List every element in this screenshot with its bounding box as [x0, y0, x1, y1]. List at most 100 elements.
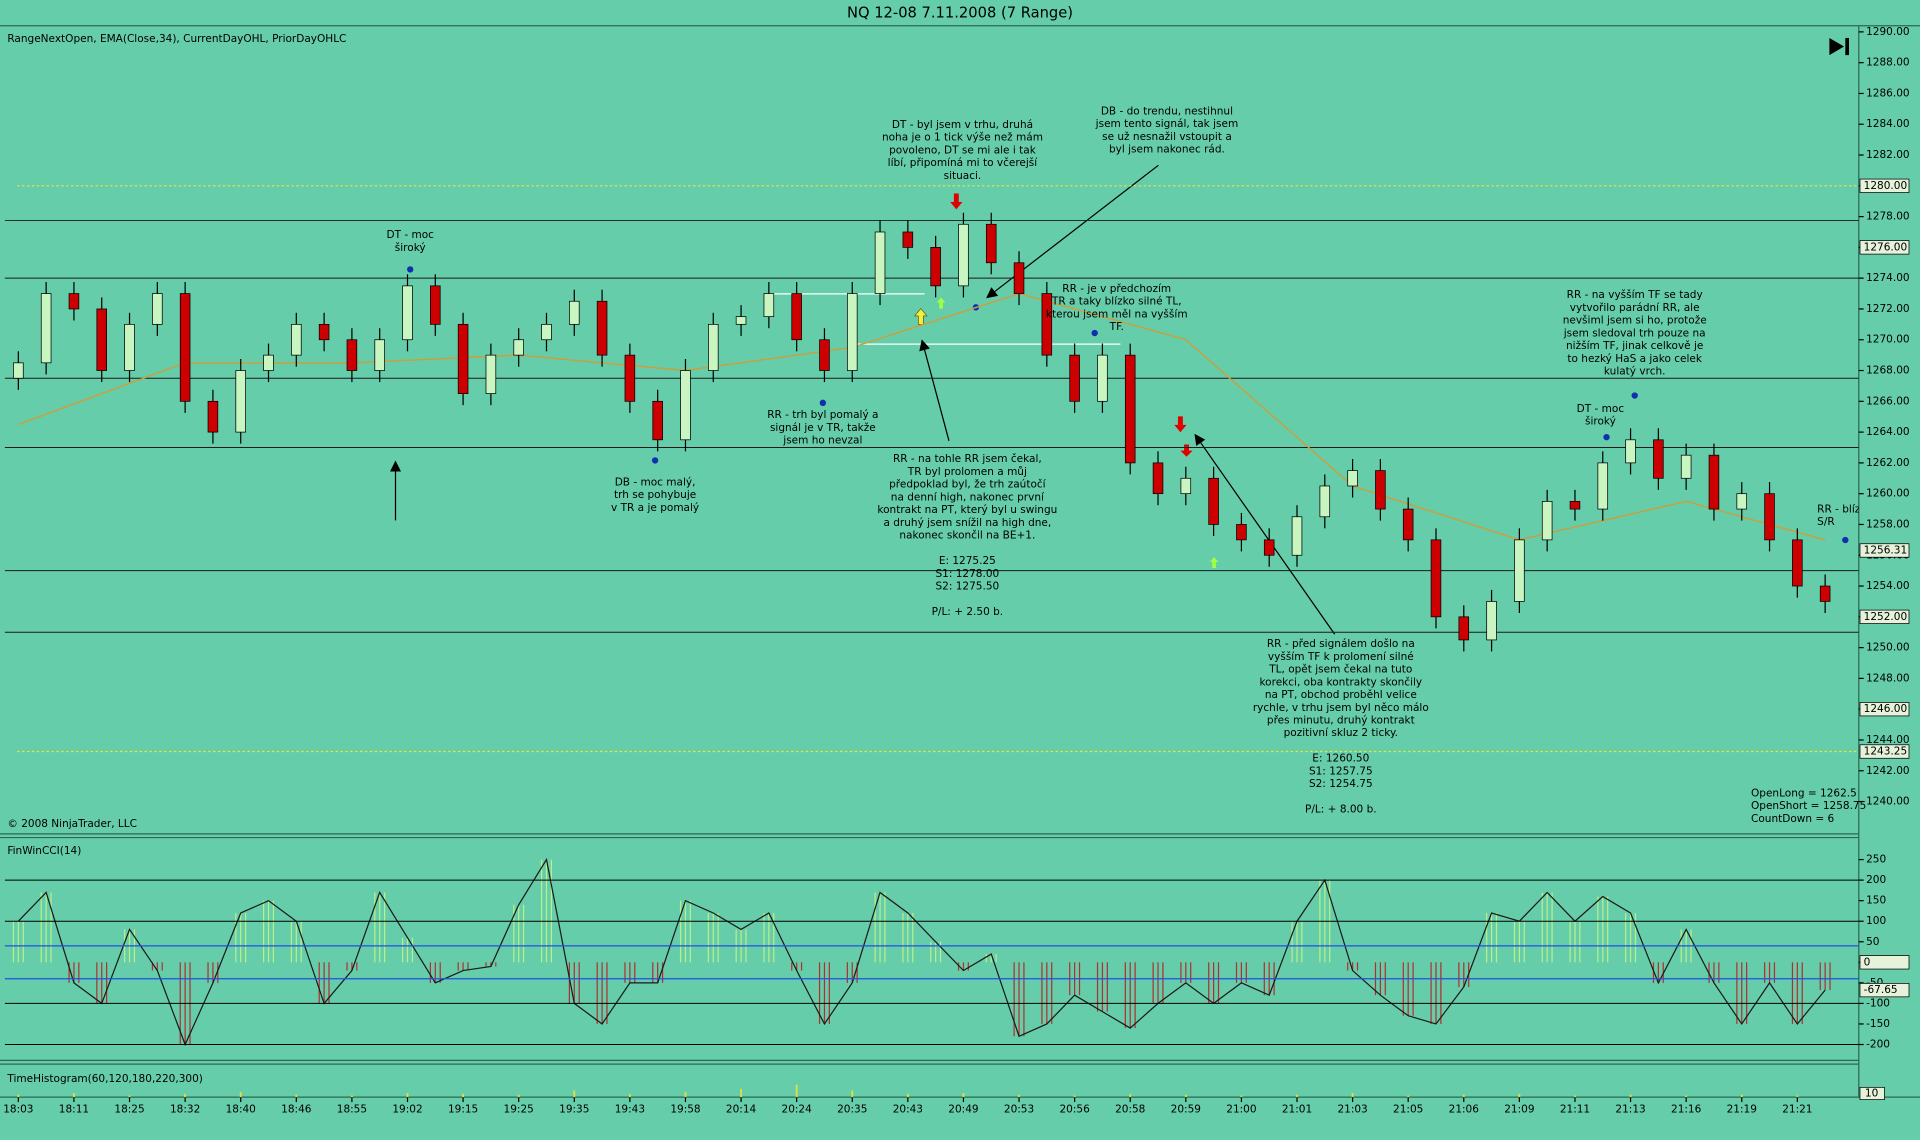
annotation-text: povoleno, DT se mi ale i tak [889, 144, 1037, 156]
y-tick-label: 200 [1866, 874, 1886, 886]
candle-body [763, 293, 775, 318]
y-tick-label: 250 [1866, 854, 1886, 866]
annotation-text: RR - trh byl pomalý a [767, 409, 878, 421]
annotation-text: RR - na tohle RR jsem čekal, [893, 453, 1042, 465]
signal-dots [407, 266, 1849, 544]
candle-body [1625, 439, 1636, 464]
annotation-text: TF. [1109, 321, 1124, 333]
annotation-text: nakonec skončil na BE+1. [899, 530, 1035, 542]
y-tick-label: 1282.00 [1866, 149, 1910, 161]
x-tick-label: 18:32 [170, 1103, 200, 1115]
candle-body [791, 293, 802, 341]
x-tick-label: 19:25 [504, 1103, 534, 1115]
annotation-text: v TR a je pomalý [611, 502, 699, 514]
y-tick-label: 1284.00 [1866, 118, 1910, 130]
panel-title: FinWinCCI(14) [7, 845, 81, 857]
candle-body [1375, 470, 1386, 510]
x-tick-label: 21:19 [1727, 1103, 1757, 1115]
x-tick-label: 21:00 [1226, 1103, 1256, 1115]
candle-body [96, 308, 108, 371]
y-tick-label: -200 [1866, 1039, 1890, 1051]
window-title: NQ 12-08 7.11.2008 (7 Range) [847, 4, 1073, 21]
annotation-text: na PT, obchod proběhl velice [1265, 689, 1417, 701]
y-tick-label: 1290.00 [1866, 26, 1910, 38]
x-tick-label: 19:15 [448, 1103, 478, 1115]
y-tick-label: 150 [1866, 895, 1886, 907]
x-tick-label: 21:05 [1393, 1103, 1423, 1115]
annotation-text: široký [395, 242, 426, 254]
candle-body [1458, 616, 1470, 641]
x-tick-label: 21:03 [1337, 1103, 1367, 1115]
y-tick-label: 1288.00 [1866, 57, 1910, 69]
candle-body [846, 293, 858, 371]
value-marker-label: -67.65 [1864, 984, 1898, 996]
candle-body [457, 323, 469, 394]
y-tick-label: 1242.00 [1866, 765, 1910, 777]
x-tick-label: 20:58 [1115, 1103, 1145, 1115]
candle-body [902, 231, 914, 248]
candle-body [680, 370, 691, 441]
annotation-text: OpenShort = 1258.75 [1751, 800, 1866, 812]
price-marker-label: 1256.31 [1864, 544, 1908, 556]
play-button[interactable] [1829, 37, 1849, 56]
x-tick-label: 20:53 [1004, 1103, 1034, 1115]
annotation-text: DT - moc [1577, 403, 1625, 415]
y-tick-label: 1264.00 [1866, 426, 1910, 438]
candle-body [1541, 501, 1553, 541]
candle-body [207, 400, 219, 433]
value-marker [1859, 955, 1910, 970]
candle-body [541, 323, 552, 341]
candle-body [569, 300, 580, 325]
x-tick-label: 18:11 [59, 1103, 89, 1115]
annotation-text: RR - na vyšším TF se tady [1567, 289, 1703, 301]
annotation-text: RR - blíz [1817, 503, 1861, 515]
x-tick-label: 21:09 [1504, 1103, 1534, 1115]
candle-body [1291, 516, 1303, 556]
annotation-text: RR - je v předchozím [1062, 283, 1171, 295]
x-tick-label: 18:46 [281, 1103, 312, 1115]
annotation-text: situaci. [944, 170, 982, 182]
annotation-text: rychle, v trhu jsem byl něco málo [1253, 702, 1429, 714]
annotation-text: jsem ho nevzal [782, 435, 862, 447]
price-marker-label: 1276.00 [1864, 241, 1908, 253]
candle-body [68, 293, 80, 310]
candle-body [1347, 470, 1358, 487]
candle-body [485, 354, 497, 394]
candle-body [735, 316, 747, 325]
panel-title: TimeHistogram(60,120,180,220,300) [6, 1073, 203, 1085]
value-marker [1859, 1086, 1885, 1100]
annotation-text: nevšiml jsem si ho, protože [1563, 315, 1707, 327]
x-tick-label: 18:40 [226, 1103, 256, 1115]
x-tick-label: 21:01 [1282, 1103, 1312, 1115]
candle-body [819, 339, 830, 371]
candle-body [985, 223, 997, 264]
x-tick-label: 20:35 [837, 1103, 867, 1115]
y-tick-label: 1272.00 [1866, 303, 1910, 315]
annotation: RR - na tohle RR jsem čekal,TR byl prolo… [877, 453, 1057, 618]
y-tick-label: 1274.00 [1866, 272, 1910, 284]
candle-body [402, 285, 413, 341]
candle-body [346, 339, 358, 371]
candle-body [40, 293, 52, 364]
chart-layer: 1290.00 1288.00 1286.00 1284.00 1282.00 1280.… [3, 26, 1909, 1116]
price-marker-label: 1280.00 [1864, 180, 1908, 192]
candle-body [1208, 477, 1219, 525]
annotation-text: DB - do trendu, nestihnul [1101, 105, 1233, 117]
indicator-label: RangeNextOpen, EMA(Close,34), CurrentDay… [7, 33, 346, 45]
price-marker [1859, 178, 1910, 193]
annotation-text: přes minutu, druhý kontrakt [1267, 714, 1415, 726]
x-tick-label: 19:35 [559, 1103, 589, 1115]
annotation-text: kulatý vrch. [1604, 366, 1666, 378]
candle-body [1013, 262, 1025, 294]
annotation-text: P/L: + 2.50 b. [932, 606, 1004, 618]
panel-borders [0, 25, 1920, 1098]
y-tick-label: 1262.00 [1866, 457, 1910, 469]
price-marker [1859, 744, 1910, 759]
